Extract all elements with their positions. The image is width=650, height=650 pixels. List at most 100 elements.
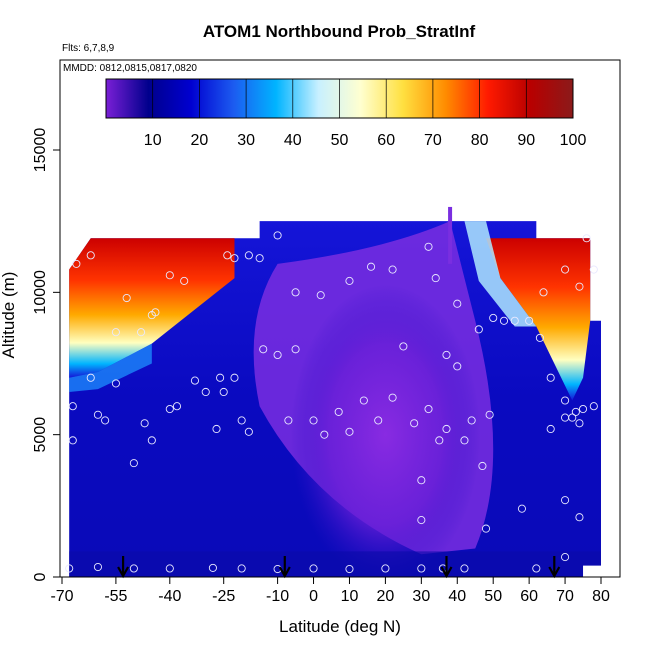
sample-point: [137, 328, 146, 337]
sample-point: [291, 288, 300, 297]
x-tick-label: 80: [592, 588, 610, 605]
sample-point: [539, 288, 548, 297]
x-tick-label: 10: [341, 588, 359, 605]
sample-point: [291, 345, 300, 354]
colorbar-tick-label: 40: [284, 132, 302, 149]
sample-point: [259, 345, 268, 354]
colorbar-tick-label: 60: [377, 132, 395, 149]
flight-arrow-head: [440, 566, 453, 579]
flights-label: Flts: 6,7,8,9: [62, 43, 115, 54]
sample-point: [499, 316, 509, 325]
sample-point: [571, 407, 580, 416]
sample-point: [316, 291, 325, 300]
sample-point: [435, 436, 444, 445]
x-tick-label: 50: [484, 588, 502, 605]
sample-point: [345, 427, 354, 436]
sample-point: [309, 564, 318, 573]
sample-point: [485, 410, 494, 419]
sample-point: [129, 459, 138, 468]
colorbar-tick-label: 20: [191, 132, 209, 149]
sample-point: [417, 564, 426, 573]
heat-gap: [583, 565, 604, 577]
sample-point: [561, 553, 570, 562]
colorbar-tick-label: 90: [517, 132, 535, 149]
sample-point: [417, 516, 426, 525]
sample-point: [237, 416, 246, 425]
sample-point: [122, 293, 131, 303]
sample-point: [359, 396, 368, 405]
sample-point: [510, 316, 519, 325]
sample-point: [575, 513, 584, 522]
sample-point: [525, 316, 534, 325]
x-tick-label: 0: [309, 588, 318, 605]
flight-arrow-head: [548, 566, 561, 579]
y-tick-label: 0: [32, 572, 49, 581]
heatmap: [69, 206, 604, 577]
heat-south-high: [69, 238, 235, 378]
sample-point: [165, 404, 174, 414]
heat-low-core: [290, 284, 481, 577]
sample-point: [546, 424, 555, 434]
sample-point: [546, 373, 555, 382]
sample-point: [68, 436, 77, 445]
sample-point: [273, 350, 282, 360]
sample-point: [417, 476, 426, 485]
x-axis-label: Latitude (deg N): [279, 617, 401, 636]
sample-point: [230, 254, 239, 263]
sample-point: [216, 373, 225, 382]
sample-point: [517, 504, 526, 513]
sample-point: [230, 373, 239, 382]
sample-point: [273, 231, 282, 240]
sample-point: [65, 564, 74, 573]
sample-point: [561, 265, 570, 274]
x-tick-label: -10: [266, 588, 289, 605]
sample-point: [474, 325, 483, 334]
sample-point: [532, 564, 541, 573]
heat-north-mid: [464, 221, 537, 327]
chart-title: ATOM1 Northbound Prob_StratInf: [203, 22, 476, 41]
sample-point: [442, 424, 451, 434]
sample-point: [460, 436, 469, 445]
sample-point: [244, 251, 253, 260]
x-tick-label: 20: [377, 588, 395, 605]
y-tick-label: 15000: [32, 128, 49, 173]
flight-arrows: [117, 556, 561, 579]
sample-point: [180, 276, 189, 285]
y-axis-label: Altitude (m): [0, 272, 18, 359]
sample-point: [111, 328, 120, 337]
sample-point: [374, 416, 383, 425]
sample-point: [575, 282, 584, 291]
sample-point: [165, 271, 174, 280]
heat-boundary-layer: [69, 551, 602, 577]
heat-spire: [448, 206, 453, 264]
sample-point: [535, 333, 544, 342]
sample-point: [208, 563, 217, 572]
sample-point: [431, 274, 440, 283]
sample-point: [424, 404, 433, 414]
sample-point: [467, 416, 476, 425]
sample-point: [442, 350, 451, 360]
x-tick-label: -40: [158, 588, 181, 605]
sample-point: [388, 393, 397, 402]
sample-point: [424, 242, 433, 251]
sample-point: [381, 564, 390, 573]
sample-point: [93, 562, 102, 572]
sample-point: [410, 419, 419, 428]
sample-point: [345, 564, 354, 574]
sample-point: [284, 416, 293, 425]
sample-point: [129, 564, 138, 573]
flight-arrow-head: [278, 566, 291, 579]
sample-point: [86, 373, 95, 382]
sample-point: [589, 265, 598, 274]
sample-point: [320, 430, 329, 439]
sample-point: [147, 436, 156, 445]
x-axis: -70 -55 -40 -25 -10 0 10 20 30 40 50 60 70 80: [50, 577, 610, 605]
x-tick-label: 40: [448, 588, 466, 605]
sample-point: [172, 402, 182, 411]
sample-point: [561, 396, 570, 405]
sample-point: [453, 362, 462, 371]
sample-point: [244, 427, 253, 436]
sample-point: [481, 524, 491, 533]
sample-point: [151, 308, 160, 317]
